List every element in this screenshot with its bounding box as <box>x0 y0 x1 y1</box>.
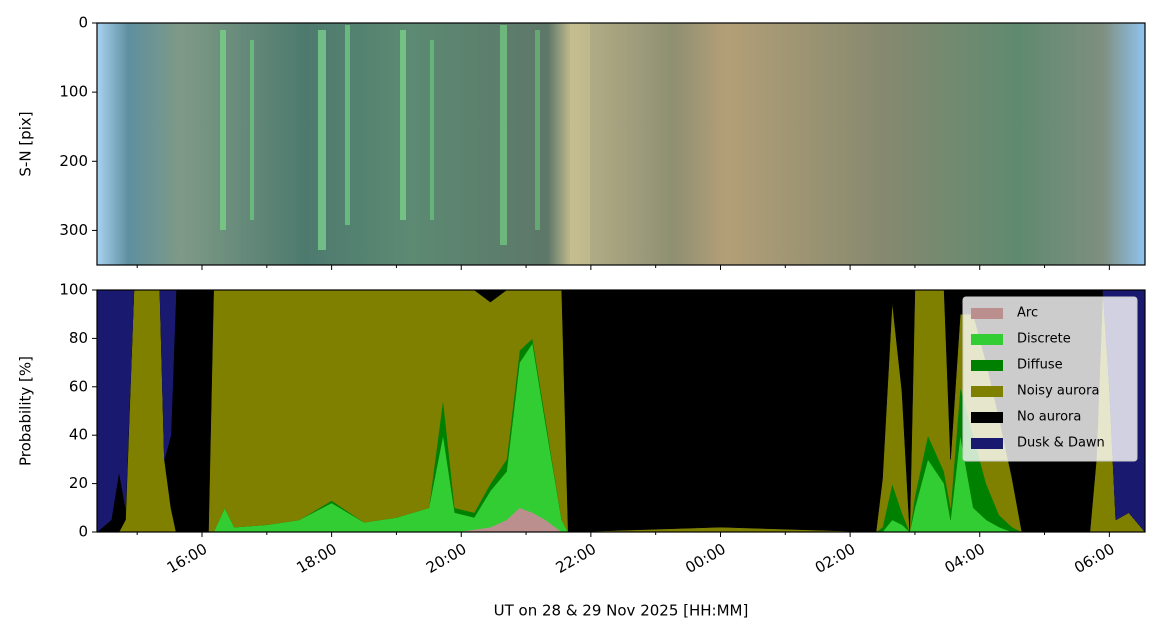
y-tick-label: 40 <box>69 426 88 444</box>
y-tick-label: 300 <box>59 221 88 239</box>
axes-frame <box>96 289 1146 533</box>
axes-frame <box>96 22 1146 266</box>
keogram-image <box>97 23 1145 265</box>
legend-swatch <box>971 360 1003 371</box>
keogram-panel: S-N [pix] 0 100 200 300 <box>17 14 1146 270</box>
y-tick-label: 60 <box>69 377 88 395</box>
y-tick-label: 20 <box>69 474 88 492</box>
legend-swatch <box>971 308 1003 319</box>
y-tick-label: 0 <box>78 523 88 541</box>
y-tick-label: 80 <box>69 329 88 347</box>
legend-label: Arc <box>1017 306 1038 321</box>
probability-panel: Probability [%] UT on 28 & 29 Nov 2025 [… <box>17 281 1146 620</box>
legend-label: No aurora <box>1017 410 1081 425</box>
x-axis-label: UT on 28 & 29 Nov 2025 [HH:MM] <box>494 602 749 620</box>
legend-label: Noisy aurora <box>1017 384 1099 399</box>
y-axis-label: Probability [%] <box>17 356 35 466</box>
legend-box <box>962 296 1138 462</box>
x-tick-label: 16:00 <box>164 540 210 577</box>
x-tick-label: 04:00 <box>942 540 988 577</box>
y-tick-label: 100 <box>59 83 88 101</box>
x-tick-label: 20:00 <box>423 540 469 577</box>
legend-swatch <box>971 412 1003 423</box>
legend-swatch <box>971 334 1003 345</box>
legend-swatch <box>971 386 1003 397</box>
y-tick-label: 200 <box>59 152 88 170</box>
y-tick-label: 100 <box>59 281 88 299</box>
x-tick-label: 22:00 <box>553 540 599 577</box>
legend: Arc Discrete Diffuse Noisy aurora No aurora D… <box>962 296 1138 462</box>
x-tick-label: 06:00 <box>1071 540 1117 577</box>
x-tick-label: 02:00 <box>812 540 858 577</box>
keogram-streaks <box>220 23 590 265</box>
legend-label: Dusk & Dawn <box>1017 436 1105 451</box>
y-axis-label: S-N [pix] <box>17 111 35 176</box>
x-tick-label: 00:00 <box>682 540 728 577</box>
legend-label: Discrete <box>1017 332 1071 347</box>
legend-label: Diffuse <box>1017 358 1063 373</box>
legend-swatch <box>971 438 1003 449</box>
y-tick-label: 0 <box>78 14 88 32</box>
x-tick-label: 18:00 <box>293 540 339 577</box>
